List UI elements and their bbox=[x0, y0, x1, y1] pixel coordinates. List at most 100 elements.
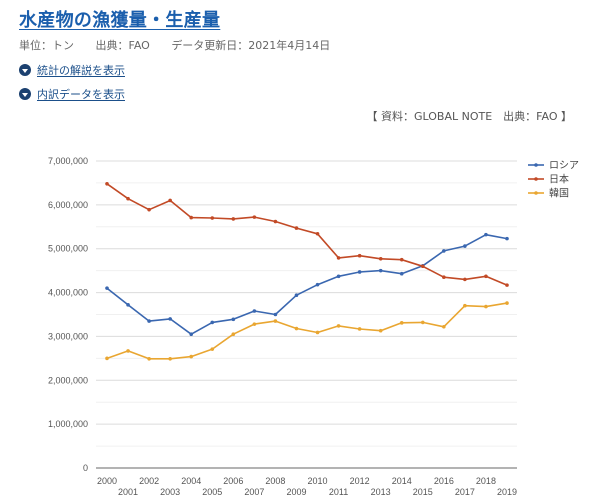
data-point[interactable] bbox=[315, 282, 320, 287]
y-tick-label: 1,000,000 bbox=[48, 419, 88, 429]
x-tick-label: 2011 bbox=[329, 487, 348, 497]
data-point[interactable] bbox=[463, 303, 467, 308]
data-point[interactable] bbox=[126, 303, 130, 307]
line-chart: 0 1,000,000 2,000,000 3,000,000 4,000,000 5,0… bbox=[48, 156, 579, 497]
data-point[interactable] bbox=[357, 327, 362, 331]
x-tick-label: 2015 bbox=[413, 487, 433, 497]
toggle-breakdown-label[interactable]: 内訳データを表示 bbox=[37, 88, 125, 101]
data-point[interactable] bbox=[505, 236, 509, 241]
data-point[interactable] bbox=[442, 275, 446, 280]
data-point[interactable] bbox=[336, 256, 341, 260]
series-日本 bbox=[105, 182, 509, 287]
data-point[interactable] bbox=[294, 326, 299, 331]
y-tick-label: 3,000,000 bbox=[48, 331, 88, 341]
x-tick-label: 2016 bbox=[434, 476, 454, 486]
series-line bbox=[106, 302, 508, 360]
data-point[interactable] bbox=[252, 322, 257, 326]
updated-label: データ更新日：2021年4月14日 bbox=[171, 39, 331, 52]
data-point[interactable] bbox=[231, 217, 236, 221]
toggle-breakdown[interactable]: 内訳データを表示 bbox=[19, 86, 125, 102]
meta-info: 単位：トン 出典：FAO データ更新日：2021年4月14日 bbox=[19, 37, 348, 53]
data-point[interactable] bbox=[105, 356, 109, 361]
legend-marker bbox=[534, 163, 538, 167]
data-point[interactable] bbox=[442, 324, 446, 329]
legend-label: 日本 bbox=[549, 173, 569, 186]
legend-marker bbox=[534, 177, 538, 181]
data-point[interactable] bbox=[378, 257, 383, 261]
data-point[interactable] bbox=[147, 207, 151, 212]
data-point[interactable] bbox=[336, 324, 341, 328]
x-tick-label: 2003 bbox=[160, 487, 180, 497]
y-tick-label: 0 bbox=[83, 463, 88, 473]
toggle-explanation-label[interactable]: 統計の解説を表示 bbox=[37, 64, 125, 77]
series-ロシア bbox=[105, 232, 509, 337]
legend-item[interactable]: 韓国 bbox=[528, 188, 569, 200]
data-point[interactable] bbox=[442, 249, 446, 253]
data-point[interactable] bbox=[463, 277, 467, 282]
data-point[interactable] bbox=[399, 271, 404, 276]
data-point[interactable] bbox=[399, 257, 404, 262]
page-title[interactable]: 水産物の漁獲量・生産量 bbox=[19, 10, 221, 31]
data-point[interactable] bbox=[484, 232, 488, 237]
data-point[interactable] bbox=[273, 312, 278, 317]
data-point[interactable] bbox=[147, 356, 151, 361]
data-point[interactable] bbox=[189, 215, 194, 220]
data-point[interactable] bbox=[252, 215, 257, 219]
data-point[interactable] bbox=[463, 244, 467, 248]
data-point[interactable] bbox=[505, 283, 509, 287]
data-point[interactable] bbox=[357, 253, 362, 258]
x-tick-label: 2007 bbox=[244, 487, 264, 497]
data-point[interactable] bbox=[210, 347, 215, 351]
data-point[interactable] bbox=[420, 264, 425, 269]
data-point[interactable] bbox=[378, 328, 383, 333]
chart-source: 【 資料：GLOBAL NOTE 出典：FAO 】 bbox=[366, 110, 572, 123]
y-tick-label: 6,000,000 bbox=[48, 200, 88, 210]
series-lines bbox=[105, 182, 509, 361]
data-point[interactable] bbox=[126, 349, 130, 353]
data-point[interactable] bbox=[294, 293, 299, 298]
data-point[interactable] bbox=[273, 319, 278, 323]
toggle-explanation[interactable]: 統計の解説を表示 bbox=[19, 62, 125, 78]
data-point[interactable] bbox=[231, 317, 236, 322]
data-point[interactable] bbox=[336, 274, 341, 279]
data-point[interactable] bbox=[168, 356, 172, 361]
x-tick-label: 2018 bbox=[476, 476, 496, 486]
data-point[interactable] bbox=[168, 317, 172, 321]
data-point[interactable] bbox=[210, 216, 215, 220]
x-tick-label: 2013 bbox=[371, 487, 391, 497]
data-point[interactable] bbox=[126, 196, 130, 201]
y-tick-label: 7,000,000 bbox=[48, 156, 88, 166]
x-tick-label: 2014 bbox=[392, 476, 412, 486]
caret-down-circle-icon bbox=[19, 88, 31, 100]
x-tick-label: 2008 bbox=[265, 476, 285, 486]
data-point[interactable] bbox=[484, 274, 488, 279]
data-point[interactable] bbox=[231, 332, 236, 337]
data-point[interactable] bbox=[378, 268, 383, 273]
data-point[interactable] bbox=[420, 320, 425, 325]
data-point[interactable] bbox=[505, 301, 509, 305]
data-point[interactable] bbox=[210, 320, 215, 325]
legend-label: ロシア bbox=[549, 161, 579, 172]
data-point[interactable] bbox=[484, 304, 488, 309]
data-point[interactable] bbox=[168, 198, 172, 203]
data-point[interactable] bbox=[294, 226, 299, 230]
data-point[interactable] bbox=[189, 332, 194, 337]
x-tick-label: 2000 bbox=[97, 476, 117, 486]
x-tick-label: 2019 bbox=[497, 487, 517, 497]
x-tick-label: 2009 bbox=[286, 487, 306, 497]
x-tick-label: 2006 bbox=[223, 476, 243, 486]
data-point[interactable] bbox=[315, 330, 320, 335]
legend-item[interactable]: ロシア bbox=[528, 161, 579, 172]
data-point[interactable] bbox=[357, 270, 362, 274]
data-point[interactable] bbox=[252, 309, 257, 313]
data-point[interactable] bbox=[189, 354, 194, 359]
x-tick-label: 2005 bbox=[202, 487, 222, 497]
legend-item[interactable]: 日本 bbox=[528, 173, 569, 186]
data-point[interactable] bbox=[105, 182, 109, 186]
data-point[interactable] bbox=[273, 219, 278, 224]
data-point[interactable] bbox=[399, 321, 404, 325]
data-point[interactable] bbox=[105, 286, 109, 290]
data-point[interactable] bbox=[315, 232, 320, 236]
data-point[interactable] bbox=[147, 319, 151, 323]
